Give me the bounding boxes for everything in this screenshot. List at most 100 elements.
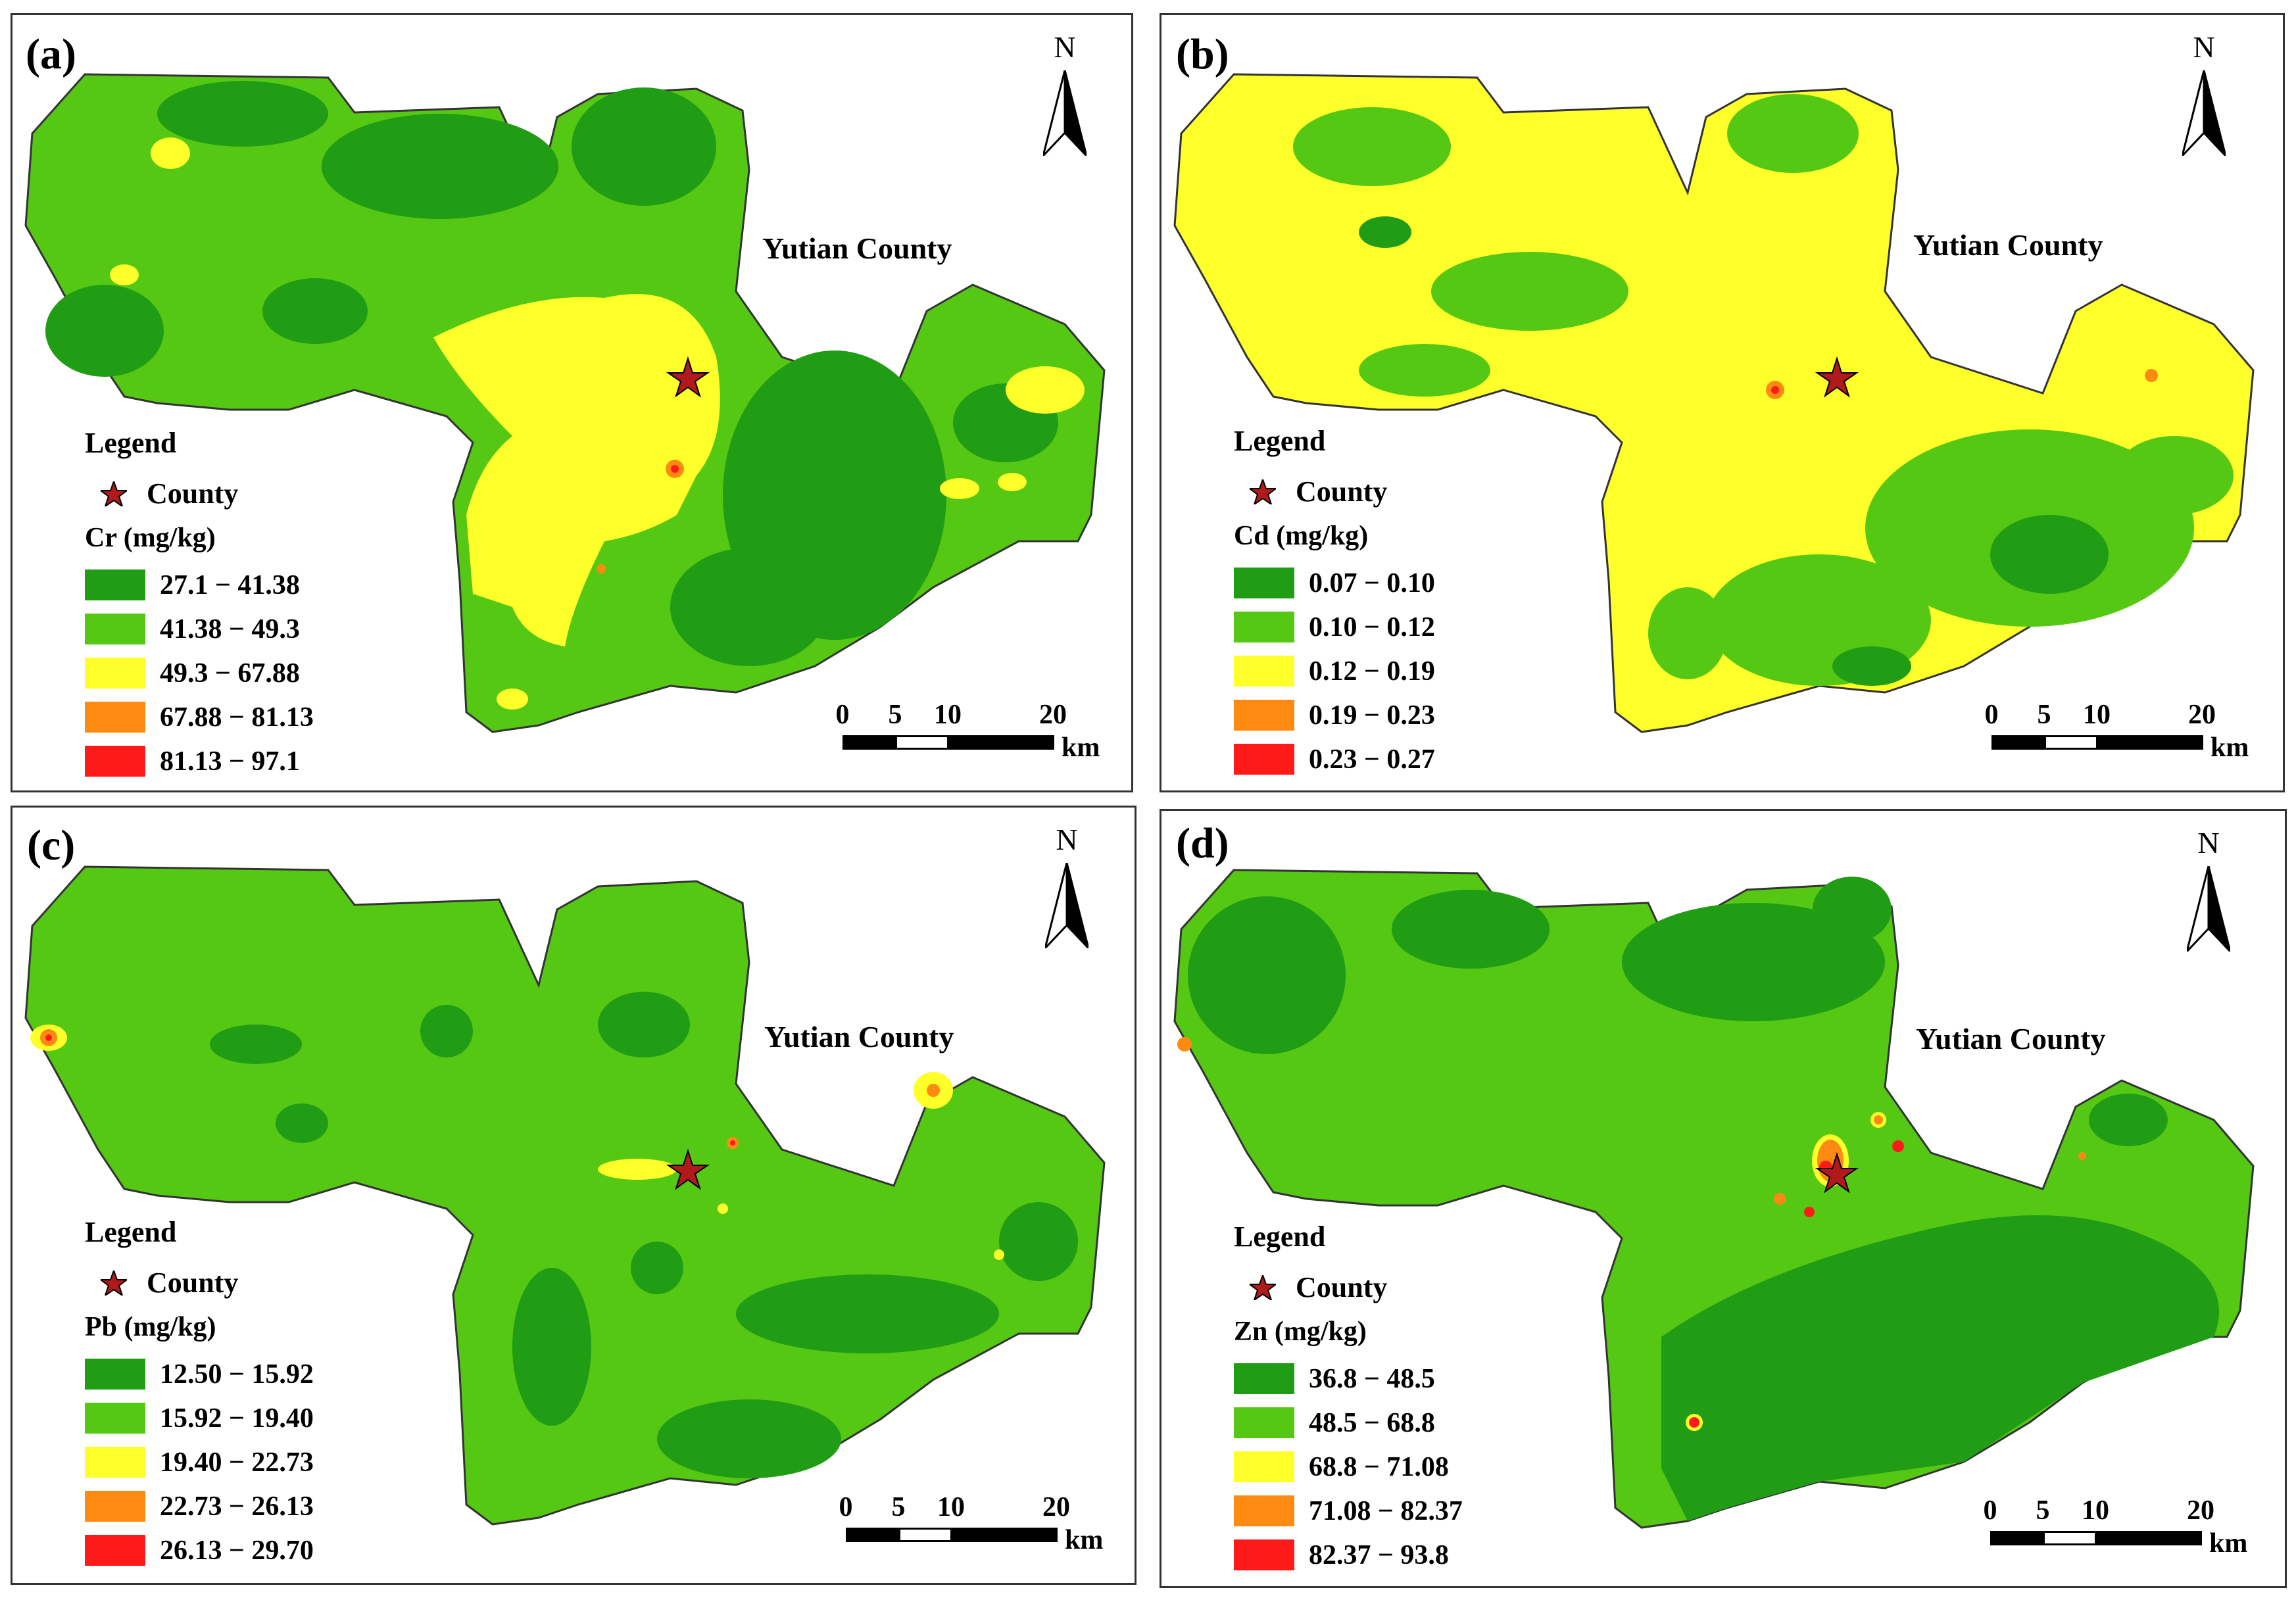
scale-bar: 0 5 10 20 km <box>831 699 1121 765</box>
legend-class-5: 81.13 − 97.1 <box>85 739 314 783</box>
legend-class-1: 0.07 − 0.10 <box>1234 561 1435 605</box>
legend-class-1: 12.50 − 15.92 <box>85 1352 314 1396</box>
hotspots <box>40 1029 940 1149</box>
panel-label: (b) <box>1176 30 1229 78</box>
legend-unit: Zn (mg/kg) <box>1234 1317 1367 1347</box>
legend-class-5: 82.37 − 93.8 <box>1234 1533 1463 1577</box>
scale-tick-10: 10 <box>937 1492 965 1522</box>
scale-tick-10: 10 <box>2083 700 2111 730</box>
panel-label: (c) <box>27 821 76 869</box>
county-name-label: Yutian County <box>764 1020 954 1053</box>
map-zn <box>1173 869 2255 1529</box>
legend-county: County <box>1250 1271 1463 1304</box>
legend-county: County <box>101 1266 314 1299</box>
scale-tick-0: 0 <box>835 700 850 730</box>
scale-tick-0: 0 <box>839 1492 853 1522</box>
legend-class-4: 22.73 − 26.13 <box>85 1484 314 1528</box>
legend-county-label: County <box>147 1267 239 1299</box>
legend-class-5: 0.23 − 0.27 <box>1234 737 1435 781</box>
north-arrow: N <box>2179 825 2238 957</box>
panel-a: (a) Yutian County N Legend County Cr (mg… <box>11 13 1133 792</box>
county-name-label: Yutian County <box>762 231 952 265</box>
legend-class-4: 67.88 − 81.13 <box>85 695 314 739</box>
legend-class-2: 48.5 − 68.8 <box>1234 1401 1463 1445</box>
map-cr <box>24 73 1106 733</box>
north-arrow: N <box>1035 30 1094 161</box>
north-letter: N <box>2197 826 2220 860</box>
legend-class-2: 15.92 − 19.40 <box>85 1396 314 1440</box>
legend-class-2: 41.38 − 49.3 <box>85 607 314 651</box>
scale-unit: km <box>1065 1525 1104 1555</box>
scale-tick-0: 0 <box>1984 700 1999 730</box>
legend-title: Legend <box>85 427 177 459</box>
hotspots <box>597 460 684 573</box>
star-icon <box>101 481 127 506</box>
scale-tick-5: 5 <box>888 700 902 730</box>
panel-d: (d) Yutian County N Legend County Zn (mg… <box>1160 809 2287 1588</box>
county-boundary <box>24 865 1106 1526</box>
panel-label: (a) <box>26 30 76 78</box>
scale-tick-5: 5 <box>2036 1495 2050 1526</box>
hotspots <box>1766 369 2158 399</box>
legend-class-4: 0.19 − 0.23 <box>1234 693 1435 737</box>
class-low-zones <box>1188 877 2219 1521</box>
scale-tick-5: 5 <box>2037 700 2051 730</box>
class-low-zones <box>210 992 1078 1478</box>
legend-unit: Cr (mg/kg) <box>85 523 216 553</box>
north-arrow: N <box>1037 822 1096 954</box>
scale-bar: 0 5 10 20 km <box>1979 1495 2268 1561</box>
legend-class-3: 19.40 − 22.73 <box>85 1440 314 1484</box>
legend-unit: Pb (mg/kg) <box>85 1312 216 1342</box>
north-letter: N <box>1056 823 1078 856</box>
legend-class-1: 36.8 − 48.5 <box>1234 1357 1463 1401</box>
legend-class-3: 0.12 − 0.19 <box>1234 649 1435 693</box>
county-name-label: Yutian County <box>1913 228 2103 262</box>
legend-county-label: County <box>1296 1271 1388 1303</box>
scale-tick-20: 20 <box>2187 1495 2214 1526</box>
legend: Legend County Pb (mg/kg) 12.50 − 15.92 1… <box>85 1215 314 1572</box>
legend-title: Legend <box>1234 425 1326 457</box>
county-marker <box>1815 1151 1859 1194</box>
county-marker <box>1815 356 1859 398</box>
class-low-zones <box>45 81 1058 666</box>
panel-label: (d) <box>1176 819 1229 867</box>
legend: Legend County Zn (mg/kg) 36.8 − 48.5 48.… <box>1234 1220 1463 1577</box>
star-icon <box>1250 1274 1276 1300</box>
north-arrow: N <box>2174 30 2234 161</box>
scale-unit: km <box>2209 1528 2248 1559</box>
legend-class-4: 71.08 − 82.37 <box>1234 1489 1463 1533</box>
north-arrow-icon <box>1043 70 1087 156</box>
map-cd <box>1173 73 2255 733</box>
legend-class-2: 0.10 − 0.12 <box>1234 605 1435 649</box>
legend-title: Legend <box>1234 1221 1326 1253</box>
legend: Legend County Cd (mg/kg) 0.07 − 0.10 0.1… <box>1234 424 1435 781</box>
legend-county-label: County <box>147 477 239 510</box>
star-icon <box>1250 479 1276 504</box>
county-marker <box>666 1148 710 1190</box>
map-pb <box>24 865 1106 1526</box>
north-letter: N <box>1054 30 1076 64</box>
panel-b: (b) Yutian County N Legend County Cd (mg… <box>1160 13 2285 792</box>
legend-county: County <box>101 477 314 510</box>
north-arrow-icon <box>2187 866 2230 952</box>
scale-tick-10: 10 <box>2082 1495 2109 1526</box>
scale-tick-20: 20 <box>1039 700 1067 730</box>
north-letter: N <box>2193 30 2215 64</box>
legend-class-5: 26.13 − 29.70 <box>85 1528 314 1572</box>
legend-class-1: 27.1 − 41.38 <box>85 563 314 607</box>
star-icon <box>101 1270 127 1295</box>
scale-bar: 0 5 10 20 km <box>835 1491 1124 1557</box>
scale-bar: 0 5 10 20 km <box>1980 699 2270 765</box>
legend-class-3: 68.8 − 71.08 <box>1234 1445 1463 1489</box>
scale-unit: km <box>1062 733 1100 763</box>
scale-tick-10: 10 <box>934 700 962 730</box>
legend: Legend County Cr (mg/kg) 27.1 − 41.38 41… <box>85 426 314 783</box>
scale-tick-5: 5 <box>891 1492 906 1522</box>
class-low-zones <box>1359 216 2109 686</box>
county-marker <box>666 356 710 398</box>
scale-tick-20: 20 <box>2188 700 2216 730</box>
class-mid-zones <box>110 137 1085 710</box>
panel-c: (c) Yutian County N Legend County Pb (mg… <box>11 806 1136 1585</box>
county-name-label: Yutian County <box>1916 1022 2106 1055</box>
legend-class-3: 49.3 − 67.88 <box>85 651 314 695</box>
